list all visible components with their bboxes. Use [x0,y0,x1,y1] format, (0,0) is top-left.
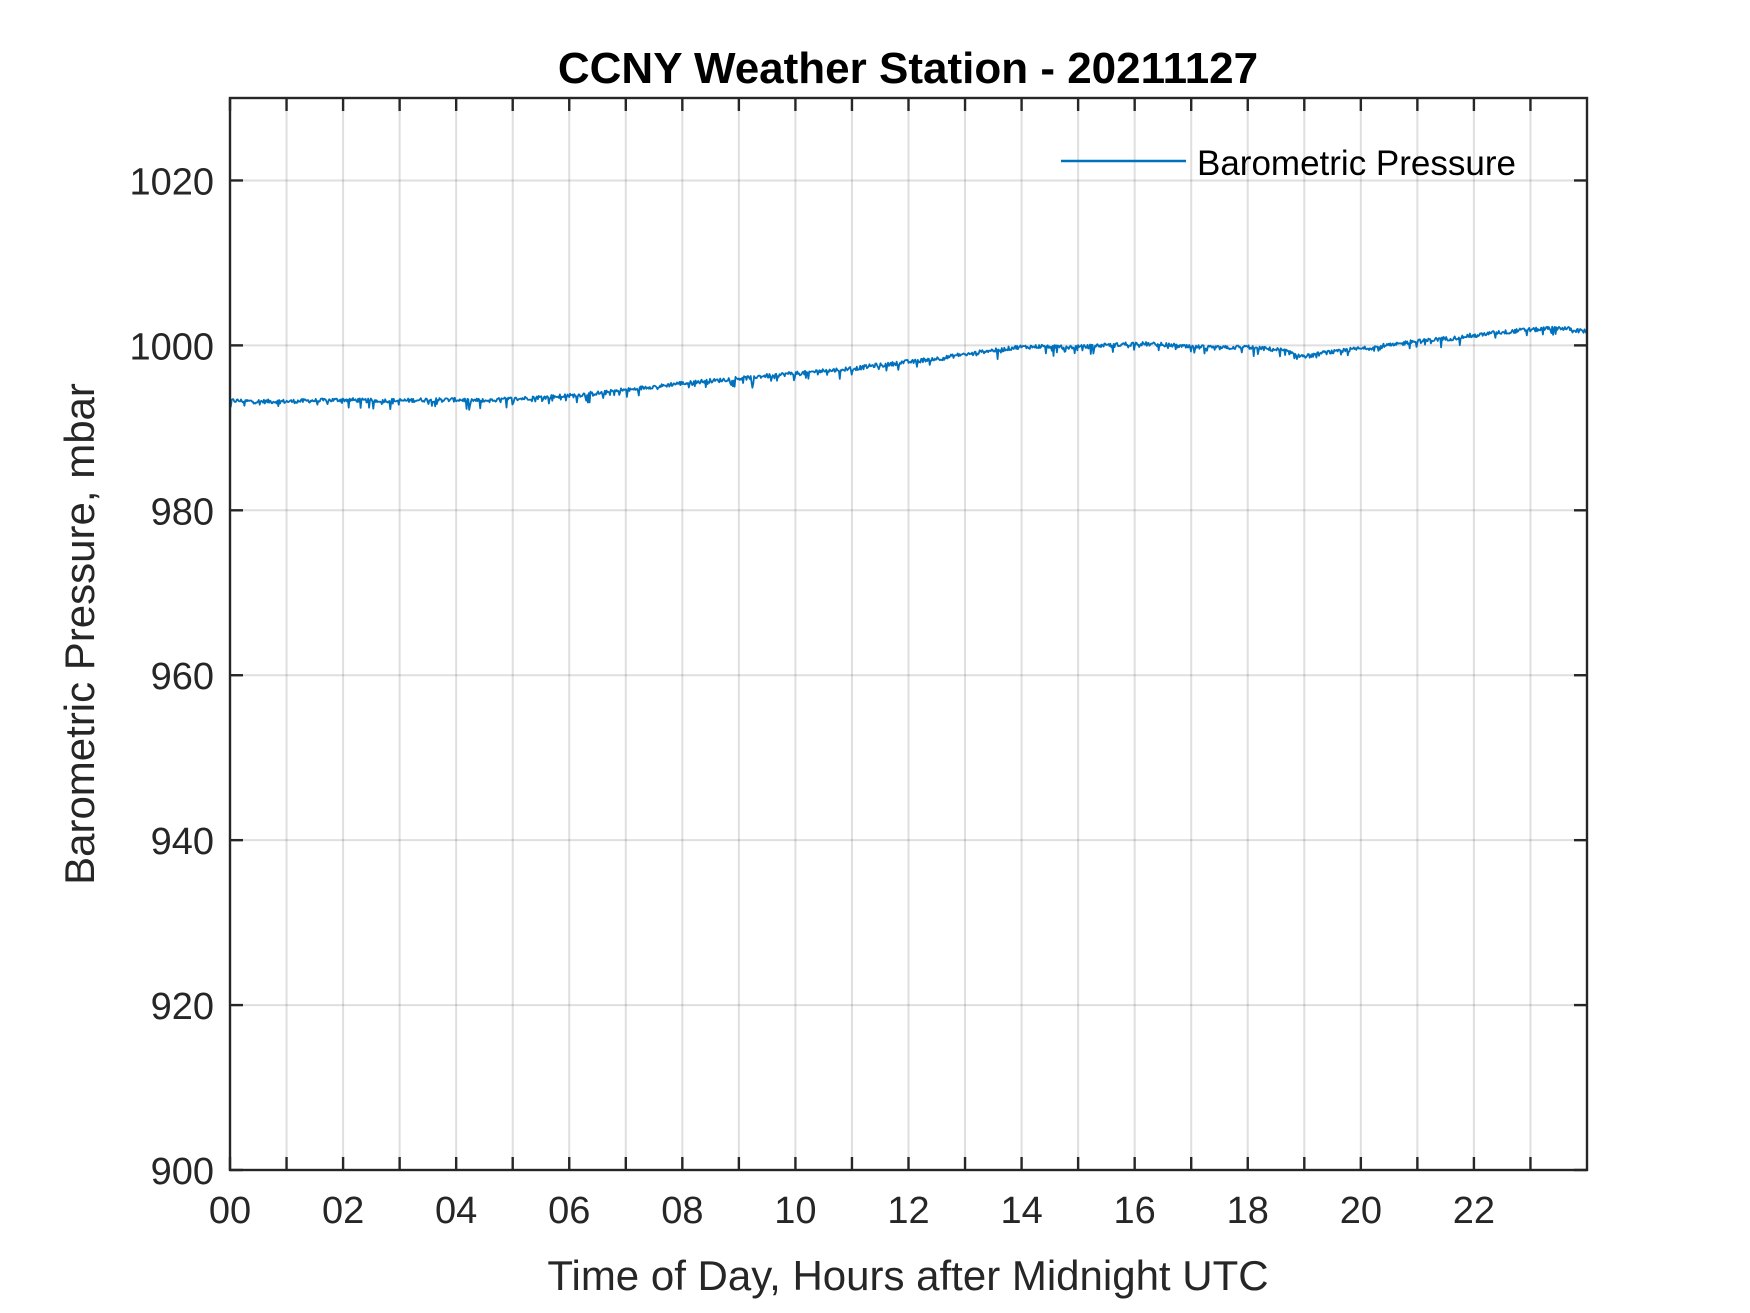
y-tick-label: 960 [151,656,214,698]
y-tick-label: 1000 [129,326,214,368]
x-tick-label: 10 [774,1190,816,1232]
y-tick-label: 1020 [129,161,214,203]
x-tick-label: 20 [1340,1190,1382,1232]
x-tick-label: 04 [435,1190,477,1232]
y-tick-label: 900 [151,1151,214,1193]
x-tick-label: 02 [322,1190,364,1232]
legend-label: Barometric Pressure [1197,144,1516,183]
x-tick-label: 08 [661,1190,703,1232]
y-tick-label: 920 [151,986,214,1028]
x-axis-label: Time of Day, Hours after Midnight UTC [547,1252,1268,1299]
y-tick-marks [230,179,1587,1172]
x-tick-label: 16 [1114,1190,1156,1232]
y-tick-labels: 900 920 940 960 980 1000 1020 [129,161,214,1193]
legend: Barometric Pressure [1061,144,1516,183]
y-tick-label: 940 [151,821,214,863]
x-gridlines [285,98,1532,1170]
x-tick-labels: 00 02 04 06 08 10 12 14 16 18 20 22 [209,1190,1495,1232]
series-line-barometric-pressure [229,325,1588,411]
y-tick-label: 980 [151,491,214,533]
x-tick-label: 14 [1000,1190,1042,1232]
chart-title: CCNY Weather Station - 20211127 [558,44,1258,93]
x-tick-label: 06 [548,1190,590,1232]
x-tick-marks [228,98,1532,1170]
y-gridlines [230,179,1587,1007]
plot-area [230,98,1587,1170]
x-tick-label: 12 [887,1190,929,1232]
x-tick-label: 00 [209,1190,251,1232]
x-tick-label: 18 [1227,1190,1269,1232]
y-axis-label: Barometric Pressure, mbar [56,383,103,885]
x-tick-label: 22 [1453,1190,1495,1232]
series-layer [229,325,1588,411]
